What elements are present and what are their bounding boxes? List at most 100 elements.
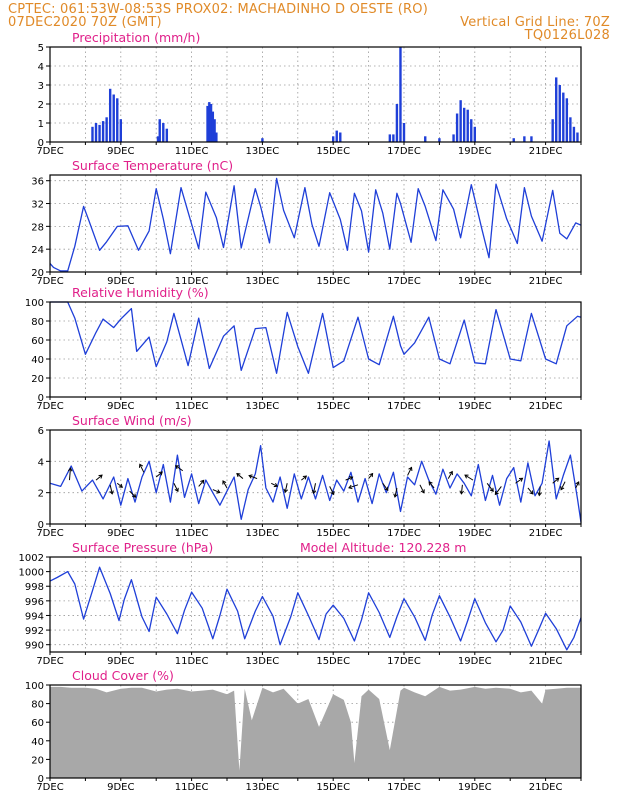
precip-bar: [466, 109, 469, 142]
precip-bar: [162, 123, 165, 142]
x-tick-label: 15DEC: [316, 782, 350, 793]
precip-bar: [165, 128, 169, 142]
panel-cloud-cover: 0 20 40 60 80 100 7DEC 9DEC 11DEC 13DEC 15DEC 17DEC…: [25, 668, 582, 793]
wind-vector: [212, 489, 221, 493]
wind-vector: [527, 487, 534, 495]
x-tick-label: 11DEC: [175, 146, 209, 157]
x-tick-label: 9DEC: [107, 146, 134, 157]
wind-vector-head: [67, 467, 73, 472]
wind-vector-head: [494, 490, 499, 496]
precip-bar: [208, 102, 211, 142]
wind-vector-head: [174, 487, 179, 493]
x-tick-label: 11DEC: [175, 528, 209, 539]
wind-vector: [419, 484, 425, 494]
x-tick-label: 19DEC: [458, 276, 492, 287]
wind-vector: [552, 477, 560, 484]
wind-vector-head: [109, 490, 114, 495]
y-tick-label: 36: [31, 177, 44, 188]
y-tick-label: 80: [31, 700, 44, 711]
wind-vector: [139, 464, 145, 473]
precip-bar: [473, 126, 476, 142]
wind-vector-head: [118, 483, 123, 488]
y-tick-label: 5: [38, 43, 44, 54]
precip-bar: [558, 85, 561, 142]
precip-bar: [438, 138, 441, 142]
wind-vector-head: [393, 493, 398, 498]
x-tick-label: 13DEC: [246, 782, 280, 793]
wind-vector-head: [459, 490, 464, 495]
x-tick-label: 7DEC: [36, 276, 63, 287]
precip-bar: [206, 105, 209, 142]
x-tick-label: 21DEC: [529, 146, 563, 157]
x-tick-label: 17DEC: [387, 528, 421, 539]
panel-humidity: 0 20 40 60 80 100 7DEC 9DEC 11DEC 13DEC 15DEC 17DEC…: [25, 285, 582, 412]
precip-bar: [116, 98, 119, 142]
precip-bar: [530, 136, 533, 142]
panel-title: Precipitation (mm/h): [72, 30, 200, 45]
wind-vector: [68, 468, 71, 481]
x-tick-label: 19DEC: [458, 782, 492, 793]
y-tick-label: 20: [31, 755, 44, 766]
wind-vector: [155, 471, 163, 478]
series-line-wind: [49, 440, 582, 523]
precip-bar: [572, 126, 576, 142]
wind-vector-head: [464, 474, 469, 479]
wind-vector: [368, 473, 373, 479]
y-tick-label: 990: [25, 641, 44, 652]
wind-vector: [313, 483, 316, 494]
precip-bar: [388, 134, 392, 142]
x-tick-label: 19DEC: [458, 401, 492, 412]
y-tick-label: 1002: [19, 553, 44, 564]
y-tick-label: 998: [25, 582, 44, 593]
wind-vector: [284, 483, 288, 493]
precip-bar: [158, 119, 161, 142]
precip-bar: [94, 123, 98, 142]
wind-vector: [173, 483, 179, 492]
y-tick-label: 20: [31, 268, 44, 279]
wind-vector: [538, 486, 541, 496]
y-tick-label: 4: [38, 457, 44, 468]
wind-vector: [236, 473, 244, 479]
precip-bar: [213, 119, 216, 142]
precip-bar: [112, 94, 115, 142]
precip-bar: [562, 92, 565, 142]
panel-frame: [49, 556, 582, 653]
precip-bar: [569, 117, 572, 142]
x-tick-label: 19DEC: [458, 656, 492, 667]
x-tick-label: 17DEC: [387, 146, 421, 157]
x-tick-label: 9DEC: [107, 656, 134, 667]
series-line-humidity: [50, 301, 582, 374]
series-line-temperature: [49, 177, 582, 272]
y-tick-label: 992: [25, 626, 44, 637]
y-tick-label: 2: [38, 489, 44, 500]
wind-vector: [464, 474, 474, 481]
x-tick-label: 15DEC: [316, 401, 350, 412]
precip-bar: [156, 136, 160, 142]
x-tick-label: 15DEC: [316, 656, 350, 667]
panel-frame: [49, 46, 582, 143]
precip-bar: [98, 124, 101, 142]
wind-vector-head: [348, 484, 353, 490]
y-tick-label: 1: [38, 119, 44, 130]
wind-vector-head: [273, 483, 279, 488]
panel-precipitation: 0 1 2 3 4 5 7DEC 9DEC 11DEC 13DEC 15DEC 17DEC 19DEC 2…: [36, 30, 582, 157]
precip-bar: [91, 126, 94, 142]
x-tick-label: 9DEC: [107, 528, 134, 539]
precip-bar: [551, 119, 554, 142]
y-tick-label: 0: [38, 393, 44, 404]
precip-bar: [459, 100, 462, 142]
wind-vector: [271, 482, 278, 487]
y-tick-label: 100: [25, 298, 44, 309]
x-tick-label: 21DEC: [529, 276, 563, 287]
wind-vector: [447, 471, 453, 479]
x-tick-label: 21DEC: [529, 656, 563, 667]
panel-title: Relative Humidity (%): [72, 285, 209, 300]
wind-vector-head: [420, 489, 425, 494]
x-tick-label: 7DEC: [36, 656, 63, 667]
precip-bar: [576, 132, 579, 142]
x-tick-label: 9DEC: [107, 782, 134, 793]
series-line-pressure: [49, 566, 582, 651]
wind-vector: [575, 481, 580, 489]
wind-vector-head: [302, 475, 308, 480]
